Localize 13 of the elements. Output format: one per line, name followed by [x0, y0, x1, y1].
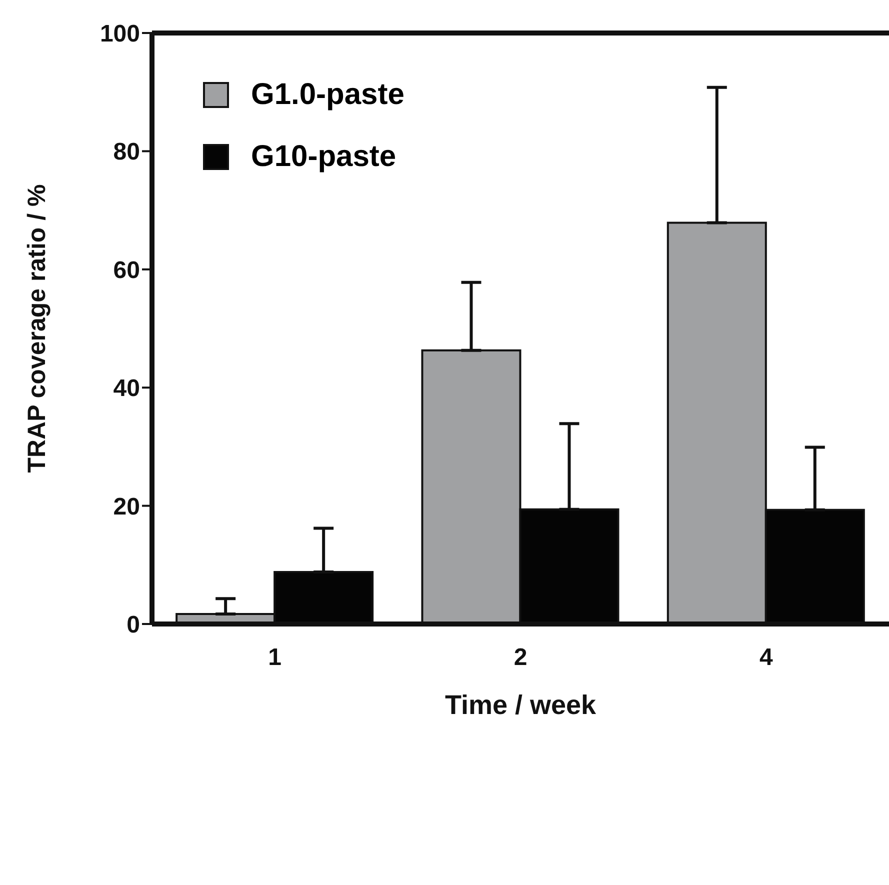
y-tick-label: 80 [113, 138, 140, 166]
y-tick-label: 100 [100, 20, 140, 48]
x-tick-label: 4 [759, 644, 774, 672]
legend-label: G10-paste [251, 140, 396, 174]
x-axis-title: Time / week [444, 690, 598, 720]
y-tick-label: 60 [113, 256, 140, 284]
x-tick-label: 1 [268, 644, 282, 672]
x-tick-label: 2 [514, 644, 528, 672]
y-tick-label: 0 [126, 612, 140, 639]
legend-label: G1.0-paste [251, 78, 404, 112]
y-tick-label: 20 [113, 493, 140, 520]
y-tick-label: 40 [113, 375, 140, 402]
y-axis-title: TRAP coverage ratio / % [22, 184, 51, 473]
